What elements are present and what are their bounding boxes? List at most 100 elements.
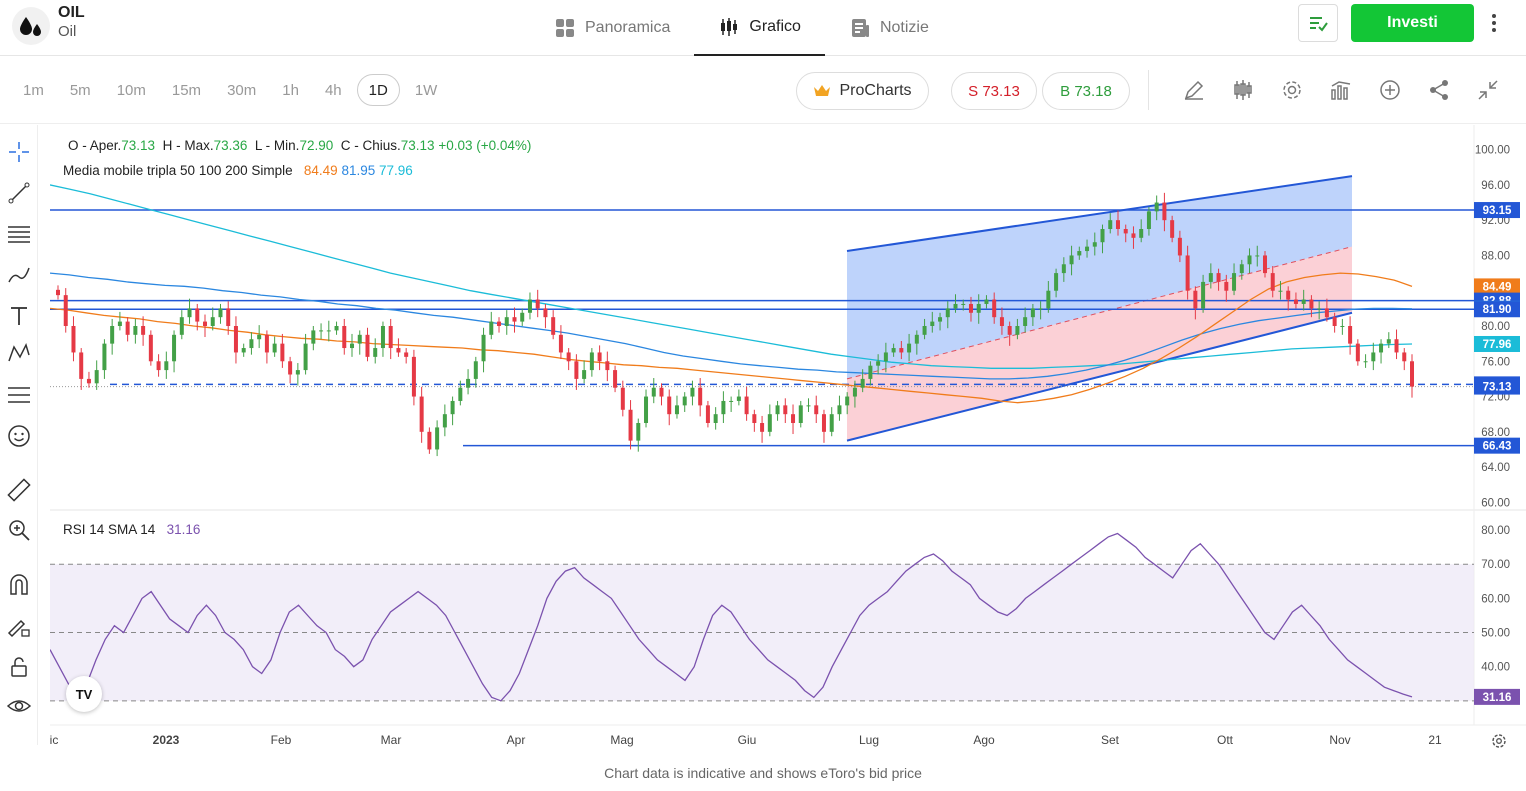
candle [1379, 339, 1384, 364]
candle-body [1038, 308, 1043, 310]
candle [1201, 274, 1206, 313]
price-chart[interactable]: 100.0096.0092.0088.0084.0080.0076.0072.0… [50, 125, 1526, 765]
price-badge-bg [1474, 278, 1520, 295]
candle [628, 400, 633, 450]
candle [1162, 192, 1167, 232]
interval-30m[interactable]: 30m [227, 81, 257, 99]
candle [427, 427, 432, 454]
watchlist-button[interactable] [1298, 4, 1338, 42]
candle-body [233, 326, 238, 353]
candle [1324, 298, 1329, 322]
crosshair-tool[interactable] [4, 137, 34, 167]
channel-lower-zone [847, 246, 1352, 441]
candle-body [636, 423, 641, 441]
candle-body [721, 400, 726, 415]
candle-body [1410, 361, 1414, 387]
zoom-icon [9, 520, 30, 541]
emoji-tool[interactable] [4, 421, 34, 451]
candle [450, 396, 455, 426]
candle-body [1355, 343, 1360, 362]
lock-tool[interactable] [4, 652, 34, 682]
tab-news[interactable]: Notizie [825, 0, 953, 56]
candle-body [512, 317, 517, 322]
tradingview-logo-icon[interactable]: TV [66, 676, 102, 712]
candle-body [365, 334, 370, 357]
candle-body [288, 361, 293, 375]
lock-drawings-tool[interactable] [4, 611, 34, 641]
fib-tool[interactable] [4, 219, 34, 249]
candle [558, 325, 563, 360]
candle [187, 298, 192, 324]
interval-1W[interactable]: 1W [414, 81, 438, 99]
draw-tool-button[interactable] [1169, 70, 1218, 110]
price-tick-label: 88.00 [1481, 250, 1510, 262]
candle-body [466, 378, 471, 388]
procharts-button[interactable]: ProCharts [796, 72, 929, 110]
candle-body [914, 334, 919, 344]
candle-body [497, 321, 502, 326]
brush-tool[interactable] [4, 260, 34, 290]
collapse-button[interactable] [1463, 70, 1512, 110]
invest-button[interactable]: Investi [1351, 4, 1474, 42]
add-indicator-button[interactable] [1365, 70, 1414, 110]
candles-icon [721, 18, 738, 36]
sell-button[interactable]: S 73.13 [951, 72, 1037, 110]
share-button[interactable] [1414, 70, 1463, 110]
candle [674, 395, 679, 419]
candle-body [1077, 251, 1082, 256]
tab-chart[interactable]: Grafico [694, 0, 825, 56]
candle-body [798, 405, 803, 423]
candle [79, 348, 84, 390]
chart-type-button[interactable] [1218, 70, 1267, 110]
buy-button[interactable]: B 73.18 [1042, 72, 1130, 110]
candle-body [94, 370, 99, 384]
candle [1007, 321, 1012, 346]
ma-label: Media mobile tripla 50 100 200 Simple [63, 163, 293, 178]
crown-icon [814, 85, 831, 96]
candle [930, 311, 935, 333]
candle [876, 354, 881, 375]
interval-4h[interactable]: 4h [324, 81, 342, 99]
text-tool[interactable] [4, 301, 34, 331]
interval-1D[interactable]: 1D [356, 74, 400, 106]
zoom-tool[interactable] [4, 515, 34, 545]
candle-body [845, 396, 850, 406]
indicators-button[interactable] [1316, 70, 1365, 110]
interval-5m[interactable]: 5m [69, 81, 91, 99]
candle-body [1061, 264, 1066, 274]
watchlist-icon [1310, 17, 1328, 32]
tab-overview[interactable]: Panoramica [530, 0, 694, 56]
settings-button[interactable] [1267, 70, 1316, 110]
candle [102, 339, 107, 379]
measure-tool[interactable] [4, 380, 34, 410]
candle-body [1162, 202, 1167, 221]
magnet-tool[interactable] [4, 570, 34, 600]
ruler-tool[interactable] [4, 475, 34, 505]
visibility-tool[interactable] [4, 691, 34, 721]
candle-body [1015, 326, 1020, 335]
candle [1386, 332, 1391, 349]
price-tick-label: 92.00 [1481, 215, 1510, 227]
interval-1m[interactable]: 1m [23, 81, 44, 99]
rsi-legend: RSI 14 SMA 14 31.16 [63, 522, 200, 537]
rsi-badge-label: 31.16 [1483, 692, 1512, 704]
candle [976, 294, 981, 324]
candle [1193, 286, 1198, 320]
trendline-tool[interactable] [4, 178, 34, 208]
candle-body [961, 303, 966, 305]
pattern-tool[interactable] [4, 339, 34, 369]
candle-body [760, 423, 765, 432]
candle [814, 395, 819, 423]
candle-body [883, 352, 888, 362]
price-badge: 77.96 [1474, 335, 1520, 352]
candle [543, 303, 548, 329]
more-menu-icon[interactable] [1484, 8, 1504, 38]
interval-15m[interactable]: 15m [171, 81, 202, 99]
candle-body [442, 414, 447, 428]
candle-body [1007, 326, 1012, 335]
candle [783, 398, 788, 423]
candle-body [1023, 317, 1028, 326]
interval-10m[interactable]: 10m [116, 81, 146, 99]
interval-1h[interactable]: 1h [282, 81, 299, 99]
candle [1286, 286, 1291, 311]
